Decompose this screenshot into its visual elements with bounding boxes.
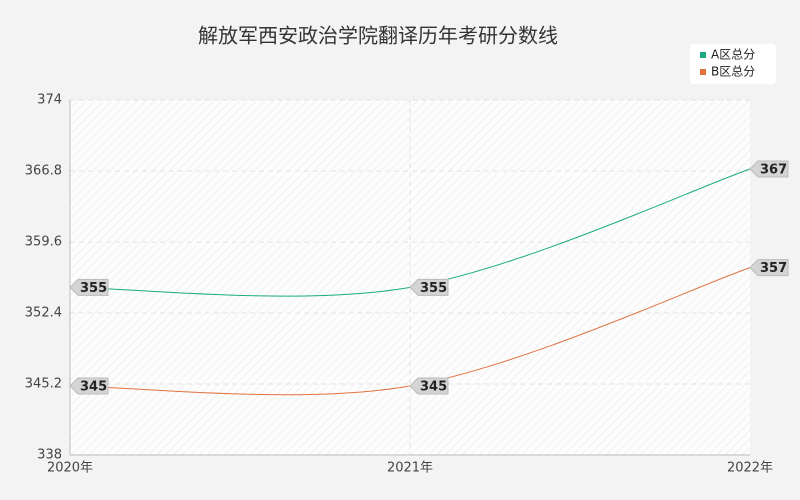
value-label: 357 [760,261,787,276]
chart-title: 解放军西安政治学院翻译历年考研分数线 [198,24,558,48]
legend-box [690,44,776,84]
legend-swatch [700,52,706,58]
y-tick-label: 359.6 [25,235,62,250]
value-label-tag [409,278,449,296]
legend-label: B区总分 [711,65,755,79]
y-tick-label: 345.2 [25,377,62,392]
legend-swatch [700,69,706,75]
value-label: 345 [80,379,107,394]
value-label: 355 [80,281,107,296]
x-tick-label: 2022年 [727,461,773,476]
y-tick-label: 338 [37,448,62,463]
y-tick-label: 352.4 [25,306,62,321]
value-label-tag [749,160,789,178]
x-tick-label: 2020年 [47,461,93,476]
legend-label: A区总分 [711,48,755,62]
plot-area [70,100,750,455]
value-label-tag [69,377,109,395]
y-tick-label: 374 [37,93,62,108]
value-label-tag [69,278,109,296]
x-tick-label: 2021年 [387,461,433,476]
value-label-tag [749,259,789,277]
value-label-tag [409,377,449,395]
y-tick-label: 366.8 [25,164,62,179]
value-label: 345 [420,379,447,394]
value-label: 367 [760,163,787,178]
value-label: 355 [420,281,447,296]
